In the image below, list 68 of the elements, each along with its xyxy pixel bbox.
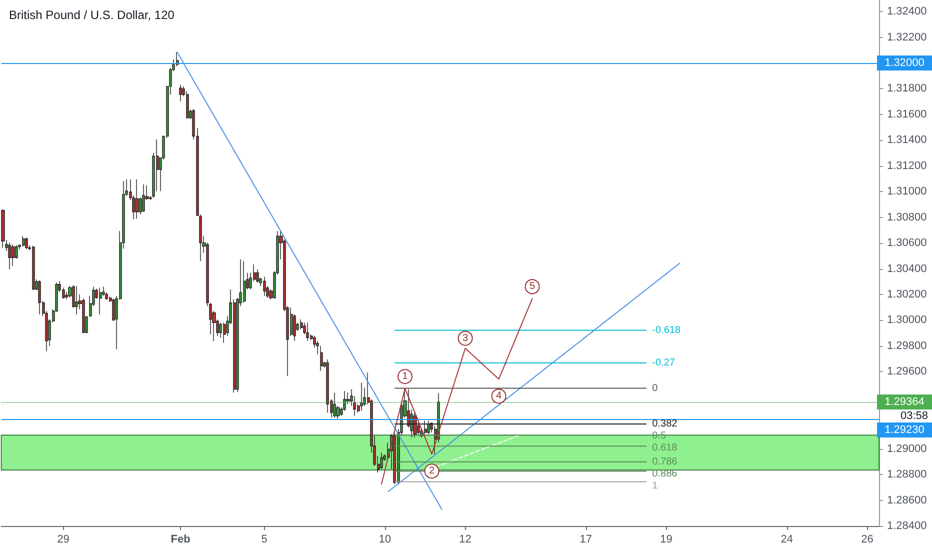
y-tick-label: 1.30600	[887, 237, 927, 250]
x-tick-label: 19	[660, 534, 672, 546]
annotation: 4	[496, 390, 502, 402]
candlestick	[75, 286, 78, 315]
ref-line-label: 1.29364	[884, 396, 924, 408]
annotation: 3	[462, 332, 469, 344]
ref-line-label: 1.29230	[884, 424, 924, 436]
y-tick-label: 1.29000	[887, 442, 927, 455]
x-tick-label: Feb	[170, 534, 191, 546]
series-label: -0.27	[652, 357, 676, 368]
y-tick-label: 1.31200	[887, 160, 927, 172]
y-tick-label: 1.31600	[887, 108, 927, 120]
y-tick-label: 1.31800	[887, 82, 927, 95]
y-tick-label: 1.32200	[887, 31, 927, 44]
y-tick-label: 1.30400	[887, 262, 927, 275]
ref-line-label: 1.32000	[884, 57, 924, 70]
candlestick	[99, 287, 102, 315]
x-tick-label: 10	[378, 534, 392, 546]
series-label: 0.786	[652, 456, 678, 468]
line-series	[381, 298, 533, 485]
x-tick-label: 12	[459, 534, 472, 546]
candlestick	[142, 184, 145, 212]
y-tick-label: 1.28600	[887, 494, 927, 506]
candlestick	[360, 382, 363, 412]
candlestick	[1, 209, 5, 248]
candlestick	[22, 236, 25, 248]
candlestick	[306, 322, 309, 342]
y-tick-label: 1.32400	[887, 6, 927, 18]
series-label: 0.382	[652, 418, 678, 430]
candlestick	[32, 246, 35, 290]
annotation: 1	[402, 371, 408, 382]
y-tick-label: 1.29800	[887, 340, 927, 352]
series-label: 0	[652, 382, 658, 394]
candlestick	[82, 298, 85, 334]
x-tick-label: 5	[261, 534, 268, 546]
annotation: 2	[429, 466, 436, 477]
candlestick	[179, 84, 182, 102]
text: 03:58	[900, 410, 928, 422]
candlestick	[263, 276, 266, 296]
annotation: 5	[530, 281, 536, 292]
x-tick-label: 29	[57, 534, 70, 546]
candlestick	[25, 237, 28, 250]
candlestick	[243, 260, 246, 304]
candlestick	[135, 179, 139, 219]
candlestick	[11, 244, 15, 266]
x-tick-label: 17	[580, 534, 592, 546]
candlestick	[38, 280, 41, 315]
y-tick-label: 1.30000	[887, 314, 927, 326]
candlestick	[333, 392, 336, 418]
series-label: 1	[652, 480, 658, 492]
series-label: -0.618	[652, 324, 681, 336]
series-label: 0.886	[652, 468, 678, 480]
text: British Pound / U.S. Dollar, 120	[9, 8, 175, 22]
candlestick	[8, 242, 11, 270]
candlestick	[219, 322, 222, 338]
y-tick-label: 1.30800	[887, 211, 927, 224]
y-tick-label: 1.31000	[887, 186, 927, 198]
y-tick-label: 1.30200	[887, 288, 927, 301]
y-tick-label: 1.28800	[887, 468, 927, 481]
series-label: 0.618	[652, 442, 678, 454]
y-tick-label: 1.28400	[887, 520, 927, 532]
x-tick-label: 26	[861, 534, 874, 546]
candlestick	[380, 452, 383, 470]
candlestick	[393, 432, 396, 485]
x-tick-label: 24	[780, 534, 793, 546]
y-tick-label: 1.31400	[887, 134, 927, 146]
candlestick	[186, 90, 189, 118]
y-tick-label: 1.29600	[887, 366, 927, 378]
